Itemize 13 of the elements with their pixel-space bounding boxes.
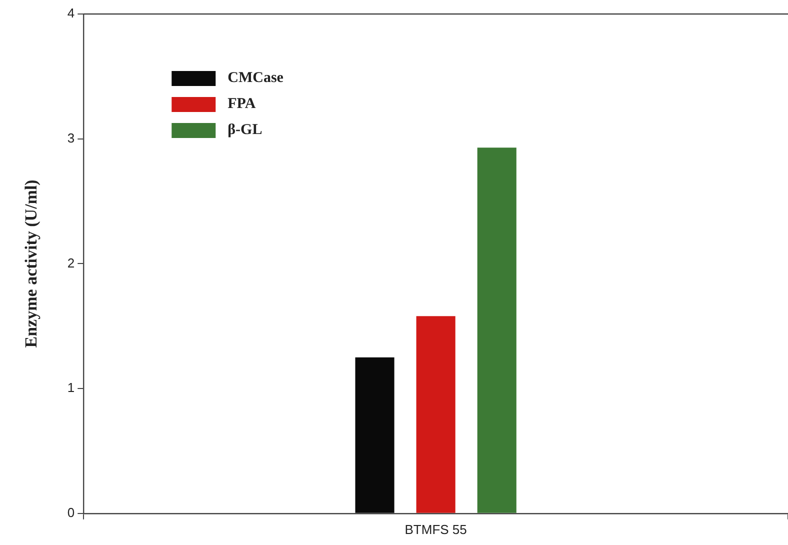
legend-label: FPA xyxy=(228,96,256,112)
legend-label: CMCase xyxy=(228,70,284,86)
bar xyxy=(355,357,394,513)
bar xyxy=(416,316,456,513)
y-axis-title: Enzyme activity (U/ml) xyxy=(22,180,41,348)
legend-label: β-GL xyxy=(228,122,262,138)
y-tick-label: 4 xyxy=(67,6,75,21)
y-tick-label: 3 xyxy=(67,130,75,146)
y-tick-label: 0 xyxy=(67,504,75,520)
x-tick-label: BTMFS 55 xyxy=(404,522,467,537)
y-tick-label: 1 xyxy=(67,380,75,396)
y-tick-label: 2 xyxy=(67,255,75,270)
bar xyxy=(477,148,516,513)
